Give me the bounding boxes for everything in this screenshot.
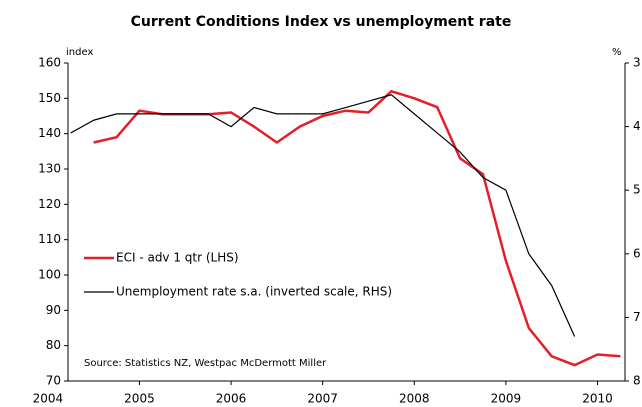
- source: Source: Statistics NZ, Westpac McDermott…: [84, 358, 327, 369]
- y-tick-label: 100: [38, 268, 61, 282]
- series-line: [70, 94, 576, 337]
- y-tick-label: 120: [38, 197, 61, 211]
- y2-tick-label: 3: [633, 56, 641, 70]
- x-tick-label: 2004: [33, 392, 64, 406]
- y2-axis-label: %: [612, 47, 622, 58]
- legend-label: Unemployment rate s.a. (inverted scale, …: [116, 285, 392, 299]
- y2-tick-label: 5: [633, 183, 641, 197]
- chart-title: Current Conditions Index vs unemployment…: [131, 14, 512, 30]
- x-tick-label: 2010: [582, 392, 613, 406]
- x-tick-label: 2009: [491, 392, 522, 406]
- y2-tick-label: 4: [633, 119, 641, 133]
- y-tick-label: 110: [38, 232, 61, 246]
- x-tick-label: 2005: [124, 392, 155, 406]
- legend-label: ECI - adv 1 qtr (LHS): [116, 251, 239, 265]
- series-line: [93, 89, 621, 367]
- y-tick-label: 150: [38, 91, 61, 105]
- x-tick-label: 2006: [216, 392, 247, 406]
- y-axis-label: index: [66, 47, 93, 58]
- y-tick-label: 130: [38, 162, 61, 176]
- x-tick-label: 2007: [307, 392, 338, 406]
- y-tick-label: 160: [38, 56, 61, 70]
- y2-tick-label: 7: [633, 310, 641, 324]
- y2-tick-label: 6: [633, 246, 641, 260]
- x-tick-label: 2008: [399, 392, 430, 406]
- y-tick-label: 70: [46, 374, 61, 388]
- y-tick-label: 90: [46, 303, 61, 317]
- y-tick-label: 80: [46, 338, 61, 352]
- y-tick-label: 140: [38, 126, 61, 140]
- y2-tick-label: 8: [633, 374, 641, 388]
